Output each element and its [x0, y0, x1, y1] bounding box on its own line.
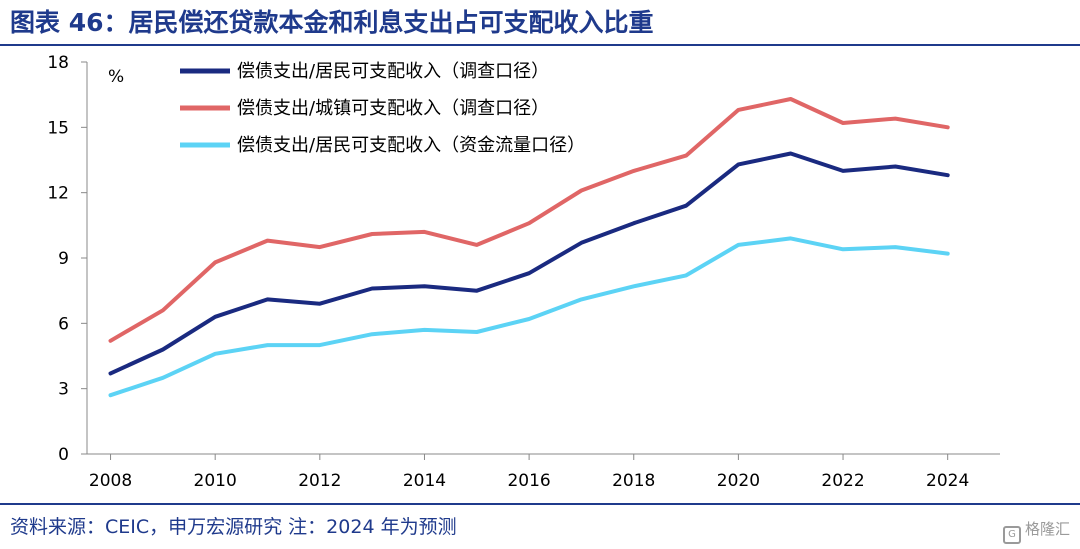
y-axis-unit-label: %: [108, 67, 124, 87]
x-tick-label: 2020: [717, 471, 760, 491]
legend-label-3: 偿债支出/居民可支配收入（资金流量口径）: [237, 135, 585, 156]
x-tick-label: 2016: [507, 471, 550, 491]
watermark-text: 格隆汇: [1024, 520, 1070, 538]
x-tick-label: 2024: [926, 471, 969, 491]
y-tick-label: 9: [58, 249, 69, 269]
x-tick-label: 2022: [821, 471, 864, 491]
title-divider: [0, 44, 1080, 46]
source-note: 资料来源：CEIC，申万宏源研究 注：2024 年为预测: [10, 516, 457, 538]
series-line-1: [108, 151, 950, 376]
x-tick-label: 2018: [612, 471, 655, 491]
legend-label-2: 偿债支出/城镇可支配收入（调查口径）: [237, 98, 549, 119]
y-tick-label: 18: [47, 53, 69, 73]
y-tick-label: 12: [47, 184, 69, 204]
y-tick-label: 6: [58, 314, 69, 334]
chart-series-lines: [108, 97, 950, 398]
watermark-logo-icon: G: [1002, 526, 1021, 544]
y-tick-label: 3: [58, 380, 69, 400]
footer-divider: [0, 503, 1080, 505]
series-line-3: [108, 236, 950, 398]
legend-label-1: 偿债支出/居民可支配收入（调查口径）: [237, 61, 549, 82]
chart-axes: 0 3 6 9 12 15 18 2008 2010 2012 2014 2016 2018 2020 20…: [47, 53, 1000, 491]
series-line-2: [108, 97, 950, 343]
x-tick-label: 2012: [298, 471, 341, 491]
y-tick-label: 0: [58, 445, 69, 465]
y-tick-label: 15: [47, 118, 69, 138]
watermark: G 格隆汇: [1002, 518, 1070, 544]
line-chart: 0 3 6 9 12 15 18 2008 2010 2012 2014 2016 2018 2020 20…: [47, 53, 1000, 491]
chart-title: 图表 46：居民偿还贷款本金和利息支出占可支配收入比重: [10, 8, 654, 37]
x-tick-label: 2014: [403, 471, 446, 491]
x-tick-label: 2008: [89, 471, 132, 491]
x-tick-label: 2010: [194, 471, 237, 491]
chart-legend: 偿债支出/居民可支配收入（调查口径） 偿债支出/城镇可支配收入（调查口径） 偿债支出…: [180, 61, 585, 156]
